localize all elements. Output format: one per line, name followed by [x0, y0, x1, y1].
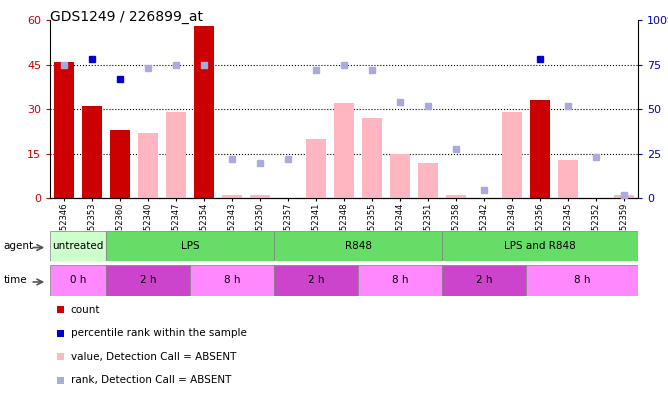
- Text: 8 h: 8 h: [391, 275, 408, 286]
- Text: R848: R848: [345, 241, 371, 251]
- Text: 8 h: 8 h: [574, 275, 591, 286]
- Bar: [418, 163, 438, 198]
- Bar: [110, 130, 130, 198]
- Bar: [222, 196, 242, 198]
- Bar: [442, 231, 638, 261]
- Bar: [54, 62, 74, 198]
- Bar: [106, 231, 274, 261]
- Text: value, Detection Call = ABSENT: value, Detection Call = ABSENT: [71, 352, 236, 362]
- Text: 2 h: 2 h: [308, 275, 324, 286]
- Bar: [390, 154, 409, 198]
- Text: count: count: [71, 305, 100, 315]
- Text: GDS1249 / 226899_at: GDS1249 / 226899_at: [50, 10, 203, 24]
- Text: percentile rank within the sample: percentile rank within the sample: [71, 328, 246, 338]
- Bar: [614, 196, 634, 198]
- Bar: [358, 265, 442, 296]
- Text: 0 h: 0 h: [70, 275, 86, 286]
- Text: LPS and R848: LPS and R848: [504, 241, 576, 251]
- Bar: [50, 265, 106, 296]
- Bar: [306, 139, 326, 198]
- Bar: [194, 26, 214, 198]
- Bar: [362, 118, 382, 198]
- Text: 2 h: 2 h: [140, 275, 156, 286]
- Bar: [526, 265, 638, 296]
- Bar: [166, 112, 186, 198]
- Text: LPS: LPS: [181, 241, 199, 251]
- Bar: [50, 231, 106, 261]
- Text: time: time: [3, 275, 27, 286]
- Bar: [274, 265, 358, 296]
- Text: rank, Detection Call = ABSENT: rank, Detection Call = ABSENT: [71, 375, 231, 385]
- Text: 2 h: 2 h: [476, 275, 492, 286]
- Text: untreated: untreated: [52, 241, 104, 251]
- Bar: [138, 133, 158, 198]
- Bar: [558, 160, 578, 198]
- Text: 8 h: 8 h: [224, 275, 240, 286]
- Bar: [82, 107, 102, 198]
- Bar: [334, 103, 354, 198]
- Text: agent: agent: [3, 241, 33, 251]
- Bar: [446, 196, 466, 198]
- Bar: [442, 265, 526, 296]
- Bar: [274, 231, 442, 261]
- Bar: [502, 112, 522, 198]
- Bar: [530, 100, 550, 198]
- Bar: [106, 265, 190, 296]
- Bar: [250, 196, 270, 198]
- Bar: [190, 265, 274, 296]
